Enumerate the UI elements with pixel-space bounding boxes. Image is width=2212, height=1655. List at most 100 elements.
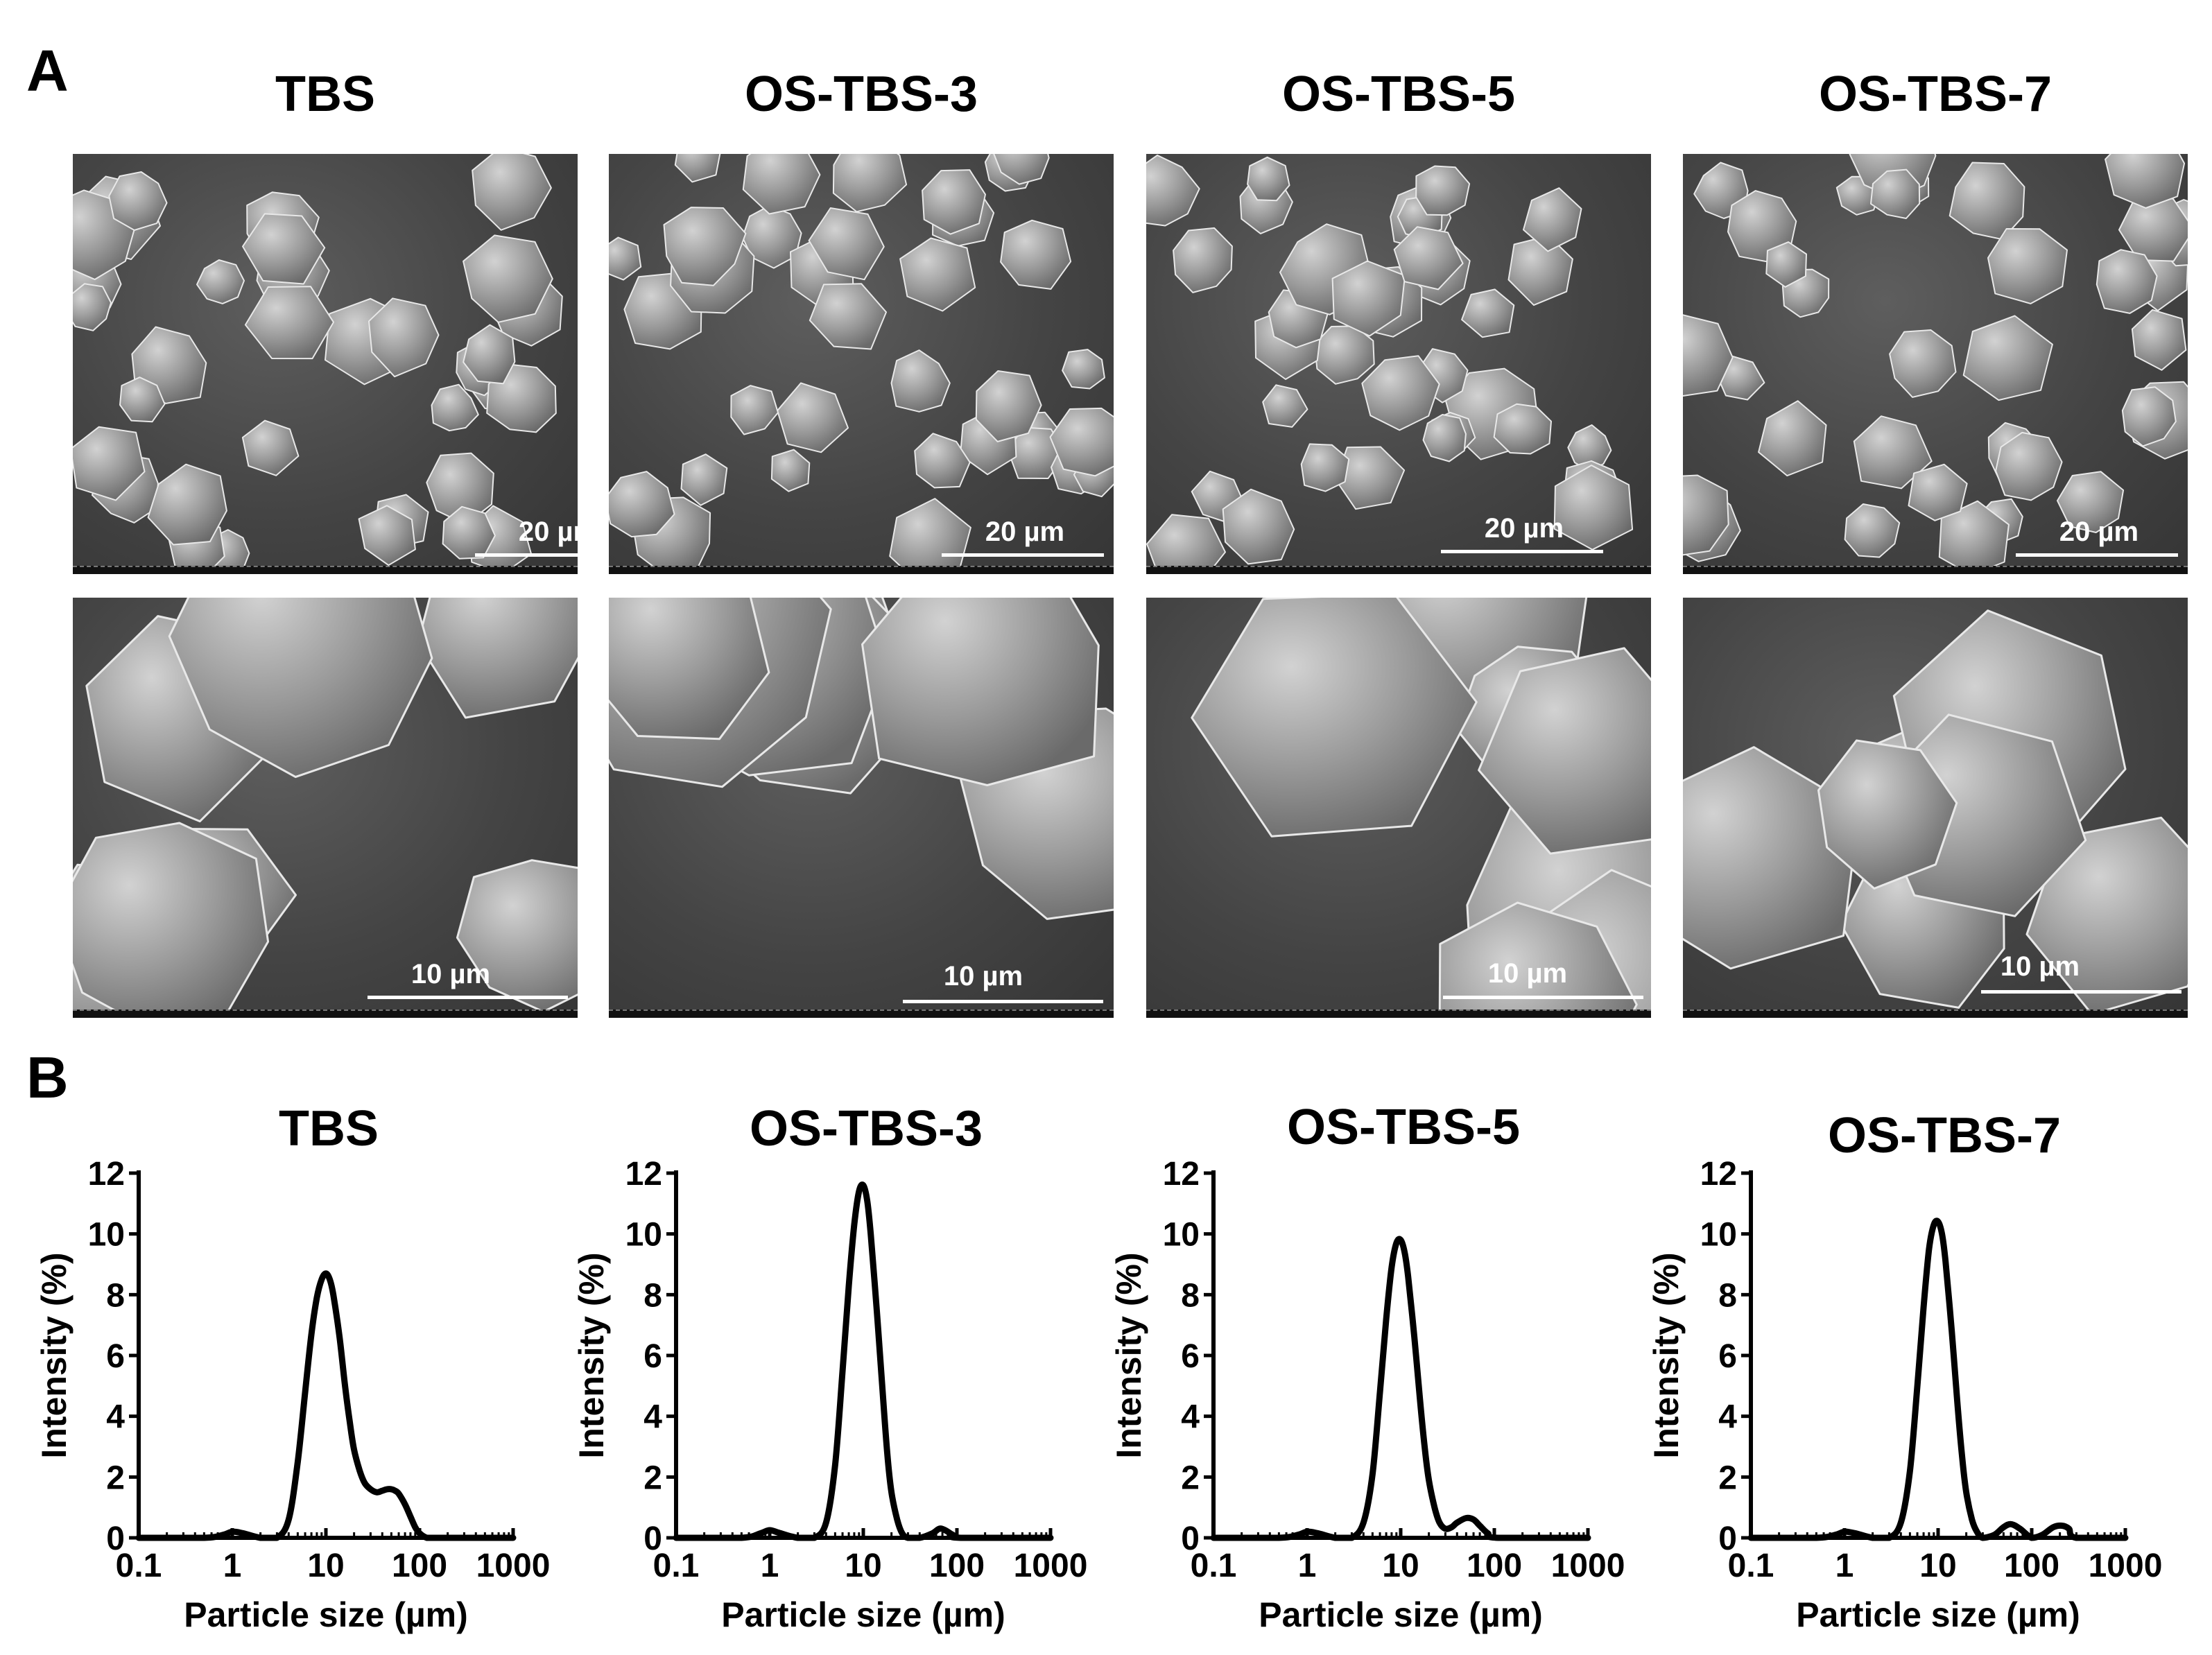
scalebar-line [1441, 550, 1603, 553]
sem-image-os-tbs-3-low-mag: 20 µm [609, 154, 1114, 574]
starch-granule [1683, 314, 1734, 397]
starch-granule [456, 859, 578, 1013]
distribution-line [673, 1181, 1054, 1541]
distribution-line [1210, 1236, 1591, 1541]
scalebar-label: 20 µm [2059, 517, 2139, 547]
starch-granule [472, 154, 552, 231]
starch-granule [1146, 154, 1200, 227]
scalebar-label: 20 µm [518, 517, 578, 547]
granule-texture [1683, 609, 2188, 1016]
x-tick-label: 0.1 [1728, 1548, 1774, 1584]
starch-granule [899, 237, 976, 312]
starch-granule [914, 433, 971, 489]
starch-granule [2025, 816, 2188, 1016]
x-axis-label: Particle size (µm) [721, 1595, 1005, 1634]
scalebar-label: 20 µm [1484, 513, 1564, 544]
starch-granule [975, 370, 1042, 442]
starch-granule [1461, 288, 1515, 338]
y-tick-label: 10 [88, 1217, 125, 1254]
y-tick-label: 4 [106, 1399, 125, 1436]
starch-granule [1908, 463, 1968, 521]
sem-info-strip [1146, 1010, 1651, 1018]
starch-granule [1247, 156, 1290, 202]
scalebar-line [1443, 996, 1643, 999]
chart-title-os-tbs-3: OS-TBS-3 [749, 1101, 983, 1156]
starch-granule [241, 419, 300, 476]
starch-granule [1817, 739, 1958, 890]
chart-title-os-tbs-5: OS-TBS-5 [1286, 1100, 1521, 1155]
y-tick-label: 6 [1181, 1338, 1200, 1375]
y-tick-label: 6 [643, 1338, 662, 1375]
x-tick-label: 10 [307, 1548, 344, 1584]
y-tick-label: 8 [643, 1277, 662, 1314]
starch-granule [108, 171, 168, 231]
sem-image-os-tbs-7-high-mag: 10 µm [1683, 598, 2188, 1018]
y-tick-label: 4 [1718, 1399, 1737, 1436]
starch-granule [1844, 503, 1901, 558]
scalebar-label: 10 µm [2000, 951, 2080, 982]
starch-granule [73, 426, 146, 501]
starch-granule [1870, 168, 1921, 219]
y-tick-label: 2 [106, 1459, 125, 1496]
starch-granule [1000, 219, 1072, 290]
sem-info-strip [1146, 566, 1651, 574]
sem-title-tbs: TBS [275, 67, 375, 122]
y-tick-label: 8 [106, 1277, 125, 1314]
starch-granule [674, 154, 721, 183]
starch-granule [1146, 514, 1226, 574]
sem-info-strip [609, 566, 1114, 574]
starch-granule [2105, 154, 2186, 209]
axes [674, 1170, 1051, 1540]
x-tick-label: 10 [1382, 1548, 1419, 1584]
starch-granule [809, 283, 887, 350]
starch-granule [742, 154, 821, 215]
starch-granule [73, 283, 112, 331]
sem-image-os-tbs-3-high-mag: 10 µm [609, 598, 1114, 1018]
y-tick-label: 2 [1718, 1459, 1737, 1496]
starch-granule [741, 205, 802, 269]
starch-granule [417, 598, 578, 719]
y-tick-label: 0 [106, 1520, 125, 1557]
y-tick-label: 8 [1181, 1277, 1200, 1314]
starch-granule [168, 598, 433, 779]
granule-texture [1683, 154, 2188, 574]
starch-granule [2121, 386, 2177, 447]
sem-image-os-tbs-5-low-mag: 20 µm [1146, 154, 1651, 574]
granule-texture [1191, 598, 1651, 1018]
starch-granule [1415, 165, 1471, 216]
starch-granule [1727, 190, 1797, 263]
scalebar-label: 10 µm [943, 961, 1023, 991]
starch-granule [1173, 227, 1233, 293]
starch-granule [1191, 598, 1478, 838]
x-tick-label: 0.1 [1191, 1548, 1237, 1584]
granule-texture [1146, 154, 1634, 574]
starch-granule [680, 453, 728, 506]
sem-info-strip [73, 566, 578, 574]
axes [1211, 1170, 1588, 1540]
scalebar-label: 20 µm [985, 517, 1065, 547]
starch-granule [1361, 355, 1440, 431]
starch-granule [1393, 226, 1464, 291]
starch-granule [993, 154, 1050, 185]
panel-label-b: B [26, 1045, 69, 1110]
x-tick-label: 1000 [476, 1548, 551, 1584]
scalebar-line [942, 553, 1104, 557]
sem-info-strip [1683, 1010, 2188, 1018]
starch-granule [922, 169, 986, 235]
starch-granule [1049, 407, 1114, 477]
x-tick-label: 1000 [1551, 1548, 1625, 1584]
granule-texture [609, 598, 1114, 920]
starch-granule [1987, 228, 2068, 304]
scalebar-line [1981, 990, 2181, 994]
starch-granule [1507, 235, 1573, 306]
y-tick-label: 0 [1181, 1520, 1200, 1557]
x-tick-label: 0.1 [116, 1548, 162, 1584]
starch-granule [770, 449, 811, 492]
starch-granule [2057, 471, 2125, 533]
x-tick-label: 10 [845, 1548, 881, 1584]
starch-granule [1262, 384, 1308, 428]
y-tick-label: 6 [106, 1338, 125, 1375]
scalebar-line [2016, 553, 2178, 557]
